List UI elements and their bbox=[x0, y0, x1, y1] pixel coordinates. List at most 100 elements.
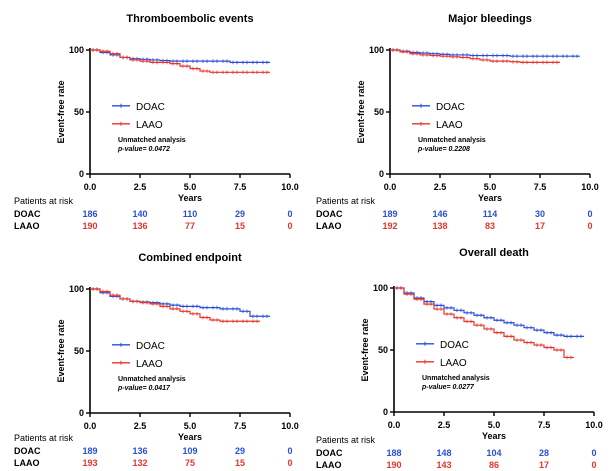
x-tick-label: 5.0 bbox=[484, 182, 497, 192]
series-line-laao bbox=[90, 49, 270, 73]
y-tick-label: 100 bbox=[373, 283, 388, 293]
series-line-doac bbox=[90, 49, 270, 63]
risk-count: 17 bbox=[539, 460, 549, 470]
risk-count: 0 bbox=[591, 448, 596, 458]
legend-label: LAAO bbox=[440, 358, 467, 369]
risk-count: 0 bbox=[287, 458, 292, 468]
y-tick-label: 0 bbox=[379, 169, 384, 179]
y-axis-label: Event-free rate bbox=[56, 319, 66, 382]
y-tick-label: 50 bbox=[74, 107, 84, 117]
risk-count: 29 bbox=[235, 446, 245, 456]
chart-title: Overall death bbox=[459, 247, 529, 259]
y-tick-label: 0 bbox=[79, 408, 84, 418]
risk-count: 0 bbox=[587, 221, 592, 231]
risk-count: 146 bbox=[432, 209, 447, 219]
annotation-text: Unmatched analysis bbox=[422, 375, 490, 382]
y-tick-label: 0 bbox=[79, 169, 84, 179]
risk-table-header: Patients at risk bbox=[14, 433, 74, 443]
risk-count: 114 bbox=[483, 209, 498, 219]
risk-count: 138 bbox=[432, 221, 447, 231]
y-tick-label: 100 bbox=[369, 45, 384, 55]
risk-count: 140 bbox=[132, 209, 147, 219]
risk-row-label: LAAO bbox=[14, 221, 40, 231]
x-tick-label: 5.0 bbox=[488, 420, 501, 430]
risk-count: 192 bbox=[382, 221, 397, 231]
chart-title: Major bleedings bbox=[448, 13, 532, 25]
risk-count: 17 bbox=[535, 221, 545, 231]
y-axis-label: Event-free rate bbox=[356, 80, 366, 143]
annotation-text: Unmatched analysis bbox=[118, 376, 186, 383]
y-tick-label: 100 bbox=[69, 45, 84, 55]
x-axis-label: Years bbox=[478, 193, 502, 203]
x-tick-label: 10.0 bbox=[281, 421, 299, 431]
y-tick-label: 50 bbox=[74, 346, 84, 356]
risk-row-label: LAAO bbox=[316, 221, 342, 231]
risk-count: 15 bbox=[235, 221, 245, 231]
risk-count: 109 bbox=[182, 446, 197, 456]
chart-title: Combined endpoint bbox=[138, 252, 242, 264]
risk-table-header: Patients at risk bbox=[316, 435, 376, 445]
risk-count: 0 bbox=[587, 209, 592, 219]
risk-count: 86 bbox=[489, 460, 499, 470]
risk-count: 189 bbox=[82, 446, 97, 456]
km-panel-1: Thromboembolic events 0 50 100 0.0 2.5 5.0 7.5 1… bbox=[14, 13, 299, 231]
y-tick-label: 50 bbox=[378, 345, 388, 355]
risk-table-header: Patients at risk bbox=[316, 196, 376, 206]
x-tick-label: 2.5 bbox=[434, 182, 447, 192]
series-line-laao bbox=[90, 288, 260, 322]
x-tick-label: 5.0 bbox=[184, 182, 197, 192]
risk-count: 189 bbox=[382, 209, 397, 219]
risk-count: 28 bbox=[539, 448, 549, 458]
risk-row-label: LAAO bbox=[14, 458, 40, 468]
risk-row-label: LAAO bbox=[316, 460, 342, 470]
legend-label: DOAC bbox=[436, 102, 465, 113]
p-value-text: p-value= 0.0277 bbox=[421, 384, 475, 391]
y-axis-label: Event-free rate bbox=[56, 80, 66, 143]
risk-table-header: Patients at risk bbox=[14, 196, 74, 206]
x-tick-label: 10.0 bbox=[281, 182, 299, 192]
km-panel-3: Combined endpoint 0 50 100 0.0 2.5 5.0 7.5 10.0 E… bbox=[14, 252, 299, 468]
p-value-text: p-value= 0.0472 bbox=[117, 146, 170, 153]
risk-count: 190 bbox=[386, 460, 401, 470]
risk-count: 30 bbox=[535, 209, 545, 219]
legend-label: LAAO bbox=[436, 120, 463, 131]
p-value-text: p-value= 0.2208 bbox=[417, 146, 470, 153]
x-tick-label: 5.0 bbox=[184, 421, 197, 431]
risk-count: 193 bbox=[82, 458, 97, 468]
risk-row-label: DOAC bbox=[14, 446, 41, 456]
x-axis-label: Years bbox=[178, 432, 202, 442]
legend-label: LAAO bbox=[136, 359, 163, 370]
x-tick-label: 7.5 bbox=[534, 182, 547, 192]
risk-row-label: DOAC bbox=[316, 448, 343, 458]
chart-title: Thromboembolic events bbox=[126, 13, 253, 25]
risk-count: 15 bbox=[235, 458, 245, 468]
annotation-text: Unmatched analysis bbox=[418, 137, 486, 144]
x-tick-label: 10.0 bbox=[585, 420, 603, 430]
y-axis-label: Event-free rate bbox=[360, 318, 370, 381]
x-tick-label: 7.5 bbox=[234, 182, 247, 192]
x-tick-label: 2.5 bbox=[438, 420, 451, 430]
y-tick-label: 100 bbox=[69, 284, 84, 294]
risk-count: 132 bbox=[132, 458, 147, 468]
legend-label: DOAC bbox=[136, 102, 165, 113]
risk-count: 0 bbox=[287, 209, 292, 219]
legend-label: DOAC bbox=[440, 340, 469, 351]
risk-row-label: DOAC bbox=[316, 209, 343, 219]
series-line-laao bbox=[390, 49, 560, 63]
km-panel-4: Overall death 0 50 100 0.0 2.5 5.0 7.5 10.0 Event… bbox=[316, 247, 603, 470]
risk-count: 143 bbox=[436, 460, 451, 470]
risk-count: 29 bbox=[235, 209, 245, 219]
x-tick-label: 2.5 bbox=[134, 421, 147, 431]
x-tick-label: 10.0 bbox=[581, 182, 599, 192]
risk-row-label: DOAC bbox=[14, 209, 41, 219]
risk-count: 0 bbox=[287, 446, 292, 456]
x-tick-label: 7.5 bbox=[538, 420, 551, 430]
risk-count: 77 bbox=[185, 221, 195, 231]
risk-count: 188 bbox=[386, 448, 401, 458]
risk-count: 136 bbox=[132, 446, 147, 456]
y-tick-label: 0 bbox=[383, 407, 388, 417]
x-tick-label: 2.5 bbox=[134, 182, 147, 192]
annotation-text: Unmatched analysis bbox=[118, 137, 186, 144]
risk-count: 0 bbox=[287, 221, 292, 231]
